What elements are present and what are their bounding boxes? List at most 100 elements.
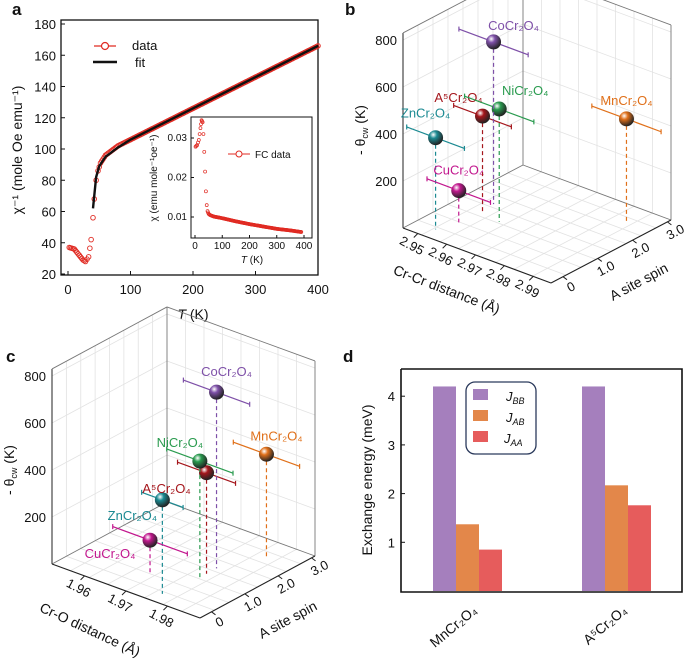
inset-x-tick-label: 0 bbox=[192, 241, 198, 252]
b-point bbox=[486, 34, 502, 50]
c-y-axis bbox=[199, 555, 316, 619]
d-category-label-0: MnCr₂O₄ bbox=[427, 602, 481, 651]
b-z-tick-label: 200 bbox=[375, 174, 397, 189]
d-legend-jaa: JAA bbox=[503, 431, 523, 448]
b-z-tick-label: 600 bbox=[375, 80, 397, 95]
b-wall-grid bbox=[522, 23, 672, 80]
b-x-tick bbox=[413, 233, 419, 238]
b-y-axis-label: A site spin bbox=[607, 260, 671, 304]
inset-data-marker bbox=[197, 132, 202, 136]
panel-label-c: c bbox=[6, 347, 15, 366]
c-edge bbox=[51, 306, 168, 370]
c-z-axis-label: - θcw (K) bbox=[1, 445, 19, 495]
b-point-label: MnCr₂O₄ bbox=[600, 93, 652, 108]
c-wall-grid bbox=[51, 454, 168, 518]
c-y-tick bbox=[244, 593, 250, 598]
d-bar bbox=[628, 505, 651, 591]
c-edge bbox=[166, 306, 316, 362]
c-z-tick-label: 200 bbox=[24, 510, 46, 525]
c-x-tick-label: 1.97 bbox=[105, 590, 134, 615]
b-wall-grid bbox=[402, 117, 524, 182]
a-x-tick-label: 400 bbox=[307, 282, 329, 297]
b-point-label: A⁵Cr₂O₄ bbox=[434, 90, 482, 105]
a-x-tick-label: 200 bbox=[182, 282, 204, 297]
c-z-tick-label: 600 bbox=[24, 416, 46, 431]
d-y-axis-label: Exchange energy (meV) bbox=[359, 405, 375, 556]
b-y-tick bbox=[667, 221, 672, 226]
d-plot-frame bbox=[400, 368, 683, 593]
c-z-tick-label: 800 bbox=[24, 369, 46, 384]
inset-legend-fc-data: FC data bbox=[255, 150, 291, 161]
b-z-tick-label: 400 bbox=[375, 127, 397, 142]
inset-data-marker bbox=[194, 144, 199, 148]
c-point-label: A⁵Cr₂O₄ bbox=[142, 481, 190, 496]
c-point-label: ZnCr₂O₄ bbox=[108, 508, 157, 523]
c-y-tick-label: 2.0 bbox=[275, 575, 298, 597]
inset-data-marker bbox=[204, 189, 208, 194]
panel-c-chart: 200 400 600 800 1.96 1.97 1.98 0 1.0 2.0 3.0 ZnCr₂O… bbox=[1, 306, 331, 659]
a-legend-data-marker bbox=[100, 41, 110, 51]
d-y-tick-label: 4 bbox=[388, 389, 395, 404]
panel-a-chart: χ⁻¹ (mole Oe emu⁻¹) T (K) data fit χ (emu mo… bbox=[9, 17, 329, 322]
panel-label-a: a bbox=[12, 0, 22, 19]
inset-data-marker bbox=[198, 126, 203, 130]
c-floor-grid bbox=[123, 524, 273, 580]
c-y-axis-label: A site spin bbox=[256, 598, 320, 642]
a-legend-data: data bbox=[132, 38, 158, 53]
panel-label-b: b bbox=[345, 0, 355, 19]
c-y-tick-label: 3.0 bbox=[308, 557, 331, 579]
b-point-label: ZnCr₂O₄ bbox=[401, 106, 450, 121]
b-y-tick bbox=[597, 258, 603, 262]
c-floor-grid bbox=[109, 532, 258, 588]
b-edge bbox=[522, 164, 672, 221]
b-floor-grid bbox=[532, 212, 653, 277]
b-point bbox=[491, 101, 507, 117]
a-y-axis-label: χ⁻¹ (mole Oe emu⁻¹) bbox=[9, 86, 25, 215]
c-point-label: CuCr₂O₄ bbox=[85, 546, 136, 561]
a-data-marker bbox=[85, 254, 92, 260]
b-point-label: CuCr₂O₄ bbox=[433, 163, 484, 178]
a-legend-fit: fit bbox=[135, 55, 146, 70]
panel-b-chart: 200 400 600 800 2.95 2.96 2.97 2.98 2.99 0 1.0 2.0 3… bbox=[352, 0, 685, 317]
c-wall-grid bbox=[166, 313, 316, 369]
a-data-marker bbox=[90, 214, 96, 221]
inset-y-axis-label: χ (emu mole⁻¹oe⁻¹) bbox=[149, 135, 160, 222]
b-edge bbox=[402, 0, 467, 34]
inset-y-tick-label: 0.03 bbox=[168, 133, 188, 144]
b-floor-grid bbox=[492, 180, 642, 237]
inset-x-tick-label: 300 bbox=[268, 241, 285, 252]
d-bar bbox=[433, 386, 456, 591]
d-category-label-1: A⁵Cr₂O₄ bbox=[580, 602, 630, 648]
a-x-tick-label: 300 bbox=[245, 282, 267, 297]
a-y-tick-label: 100 bbox=[34, 142, 56, 157]
inset-y-tick-label: 0.01 bbox=[168, 212, 188, 223]
c-wall-grid bbox=[51, 313, 168, 377]
b-z-axis-label: - θcw (K) bbox=[352, 105, 370, 155]
b-x-tick-label: 2.96 bbox=[426, 244, 455, 269]
d-legend-jbb: JBB bbox=[505, 389, 525, 406]
b-x-tick bbox=[500, 265, 505, 271]
b-y-tick-label: 3.0 bbox=[664, 221, 685, 243]
panel-label-d: d bbox=[343, 347, 353, 366]
a-y-tick-label: 180 bbox=[34, 17, 56, 32]
b-x-tick-label: 2.99 bbox=[513, 276, 542, 301]
d-bar bbox=[582, 386, 605, 591]
d-legend-swatch bbox=[473, 410, 488, 421]
a-y-tick-label: 60 bbox=[42, 205, 56, 220]
b-wall-grid bbox=[522, 117, 672, 174]
inset-y-tick-label: 0.02 bbox=[168, 173, 188, 184]
c-point bbox=[199, 465, 215, 481]
a-x-tick-label: 0 bbox=[64, 282, 71, 297]
b-x-tick bbox=[528, 276, 534, 281]
a-plot-frame bbox=[60, 19, 319, 276]
b-floor-grid bbox=[507, 172, 657, 229]
c-wall-grid bbox=[166, 407, 316, 463]
c-wall-grid bbox=[166, 454, 316, 510]
b-y-tick-label: 2.0 bbox=[629, 239, 652, 261]
b-point-label: NiCr₂O₄ bbox=[502, 83, 548, 98]
b-floor-grid bbox=[495, 199, 616, 263]
a-y-tick-label: 40 bbox=[42, 236, 56, 251]
inset-data-marker bbox=[201, 132, 206, 136]
c-z-tick-label: 400 bbox=[24, 463, 46, 478]
